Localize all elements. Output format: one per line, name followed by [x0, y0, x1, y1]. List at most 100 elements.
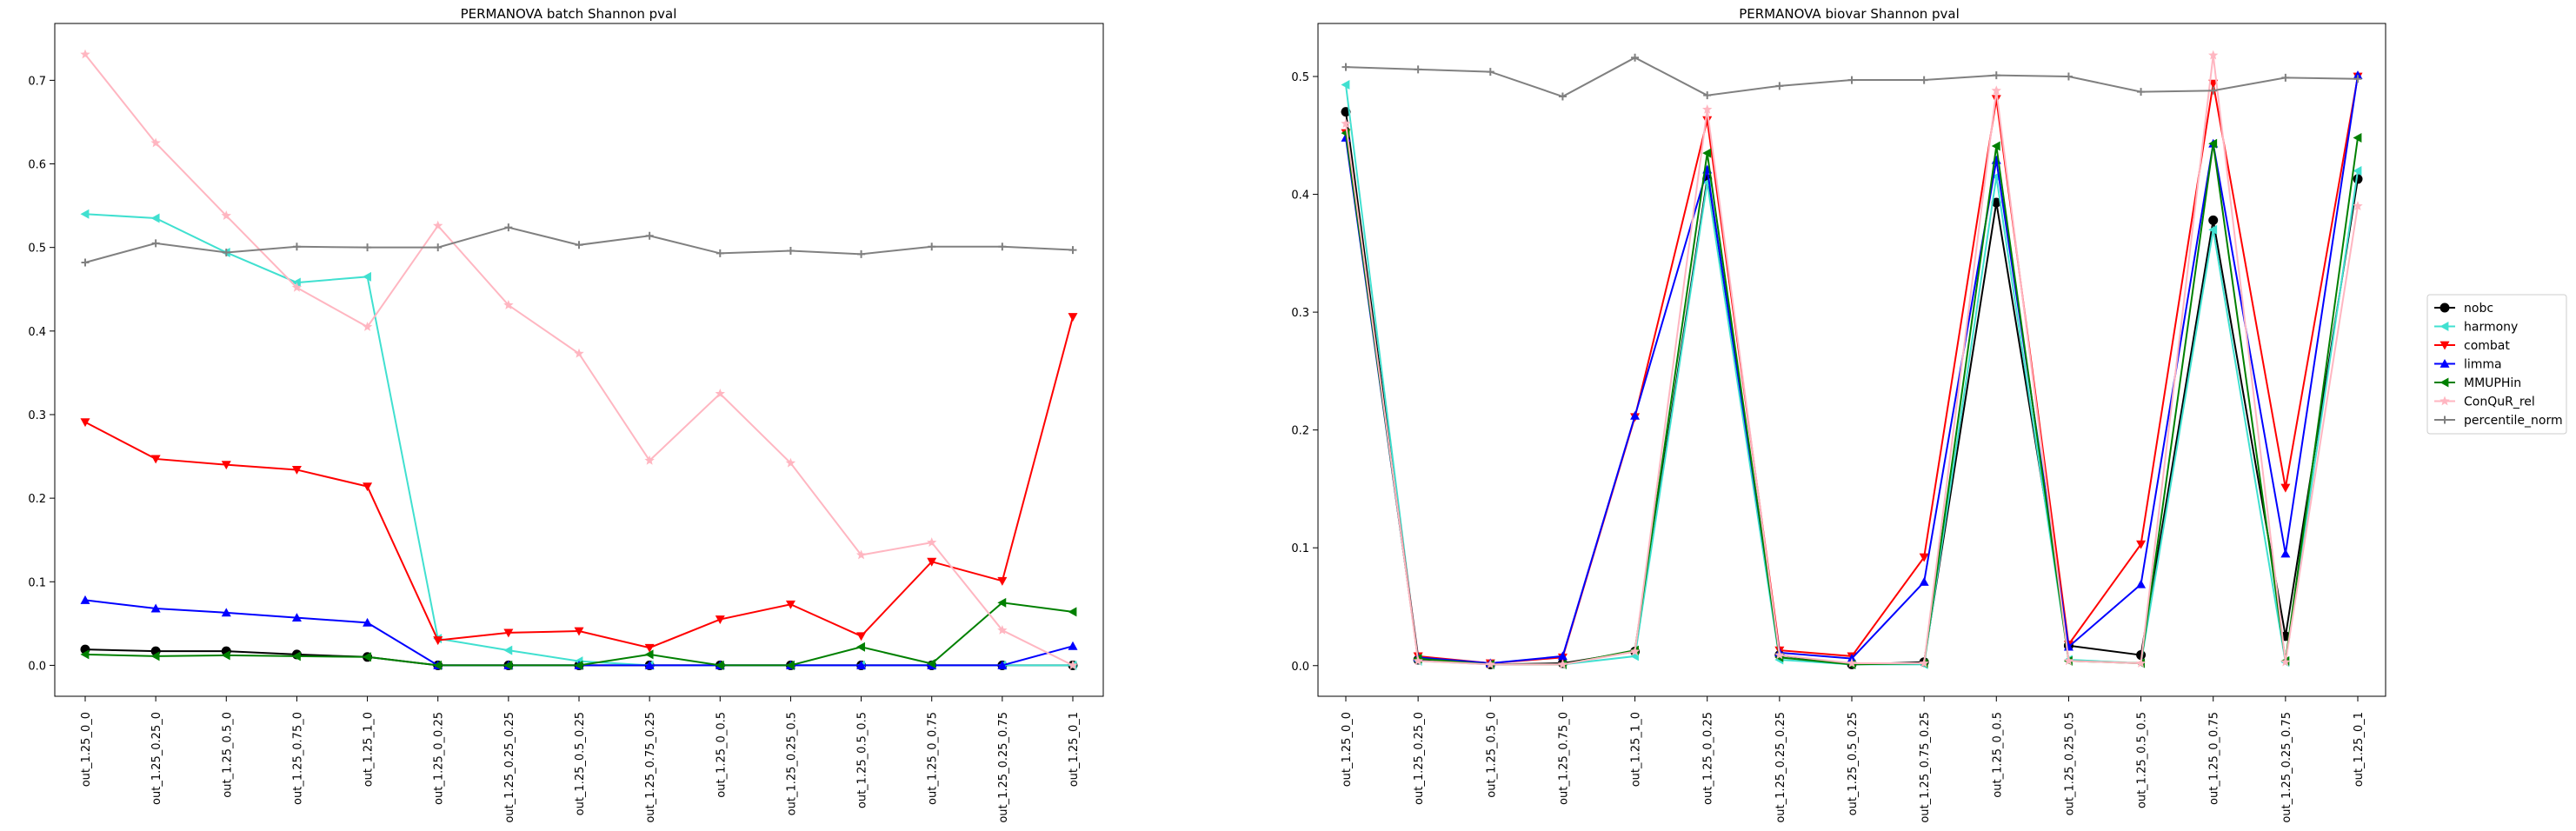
series-line	[84, 316, 1074, 649]
data-point	[221, 210, 231, 220]
data-point	[363, 271, 371, 282]
data-point	[363, 243, 372, 252]
data-point	[644, 455, 655, 465]
legend-label: nobc	[2464, 302, 2493, 316]
series-percentile-norm	[81, 223, 1077, 267]
data-point	[644, 643, 655, 653]
data-point	[1919, 577, 1929, 586]
data-point	[291, 651, 301, 661]
x-tick-label: out_1.25_0.25_0.75	[997, 712, 1010, 823]
data-point	[644, 660, 655, 669]
x-tick-label: out_1.25_0_1	[2353, 712, 2366, 787]
data-point	[1341, 118, 1351, 129]
x-tick-label: out_1.25_0_0.75	[2208, 712, 2221, 805]
data-point	[1558, 92, 1567, 101]
data-point	[1341, 79, 1350, 90]
x-tick-label: out_1.25_0.25_0.25	[1774, 712, 1787, 823]
data-point	[1557, 651, 1568, 661]
y-tick-label: 0.2	[28, 493, 46, 506]
data-point	[221, 461, 231, 470]
data-point	[1847, 76, 1856, 84]
data-point	[997, 597, 1007, 608]
legend-label: MMUPHin	[2464, 376, 2521, 390]
data-point	[1341, 63, 1350, 71]
x-tick-label: out_1.25_0_0.75	[927, 712, 940, 805]
x-tick-label: out_1.25_1_0	[1630, 712, 1643, 787]
y-tick-label: 0.6	[28, 159, 46, 172]
data-point	[363, 617, 373, 627]
x-tick-label: out_1.25_0.25_0	[1413, 712, 1426, 805]
data-point	[433, 220, 443, 230]
data-point	[2208, 224, 2218, 235]
data-point	[503, 660, 513, 670]
data-point	[150, 651, 160, 661]
data-point	[1068, 660, 1078, 670]
data-point	[150, 455, 161, 464]
legend-marker	[2440, 322, 2449, 331]
data-point	[2353, 132, 2362, 143]
x-tick-label: out_1.25_0_0.5	[1991, 712, 2004, 798]
data-point	[997, 576, 1008, 586]
data-point	[1919, 553, 1929, 562]
x-tick-label: out_1.25_0.5_0	[221, 712, 234, 798]
data-point	[785, 457, 796, 468]
x-tick-label: out_1.25_0.5_0.5	[2136, 712, 2149, 808]
data-point	[80, 595, 90, 604]
legend-label: ConQuR_rel	[2464, 396, 2535, 409]
data-point	[221, 650, 230, 661]
data-point	[1992, 71, 2000, 80]
series-line	[1345, 84, 2359, 666]
data-point	[433, 660, 443, 670]
data-point	[2063, 655, 2074, 666]
data-point	[2136, 579, 2147, 588]
legend-item-limma: limma	[2434, 358, 2502, 372]
data-point	[1991, 85, 2001, 96]
data-point	[222, 248, 230, 256]
data-point	[1703, 91, 1712, 100]
data-point	[997, 625, 1008, 635]
legend-label: percentile_norm	[2464, 414, 2563, 428]
data-point	[291, 466, 302, 475]
chart-title: PERMANOVA batch Shannon pval	[461, 6, 677, 22]
y-tick-label: 0.5	[1291, 71, 1309, 84]
x-tick-label: out_1.25_0_0	[80, 712, 93, 787]
data-point	[1774, 649, 1785, 660]
legend: nobc harmony combat limma MMUPHin ConQuR_relp…	[2426, 294, 2567, 435]
data-point	[2353, 75, 2362, 83]
data-point	[574, 660, 583, 670]
legend-item-harmony: harmony	[2434, 321, 2518, 335]
data-point	[150, 137, 161, 148]
data-point	[1919, 658, 1929, 668]
data-point	[1068, 641, 1078, 650]
legend-item-combat: combat	[2434, 339, 2510, 353]
data-point	[2137, 88, 2146, 96]
data-point	[575, 241, 583, 249]
x-tick-label: out_1.25_0.25_0.5	[2063, 712, 2076, 815]
series-line	[1345, 75, 2359, 665]
series-mmuphin	[80, 597, 1077, 670]
plot-frame	[1317, 23, 2386, 697]
series-line	[84, 53, 1074, 667]
legend-marker	[2440, 377, 2449, 388]
data-point	[150, 213, 160, 223]
x-tick-label: out_1.25_0.75_0	[1557, 712, 1570, 805]
data-point	[2208, 50, 2219, 60]
data-point	[856, 642, 865, 652]
data-point	[786, 247, 795, 256]
legend-marker	[2440, 359, 2450, 368]
x-tick-label: out_1.25_0_0.25	[1702, 712, 1715, 805]
data-point	[80, 418, 90, 428]
data-point	[1702, 148, 1712, 158]
data-point	[503, 645, 513, 655]
x-tick-label: out_1.25_0.5_0	[1485, 712, 1498, 798]
legend-frame	[2426, 294, 2567, 435]
data-point	[856, 632, 867, 642]
x-tick-label: out_1.25_0_0.25	[433, 712, 446, 805]
data-point	[1920, 76, 1928, 84]
series-line	[1345, 76, 2359, 665]
data-point	[997, 660, 1008, 669]
data-point	[927, 537, 937, 547]
data-point	[291, 277, 301, 288]
data-point	[1341, 107, 1351, 117]
